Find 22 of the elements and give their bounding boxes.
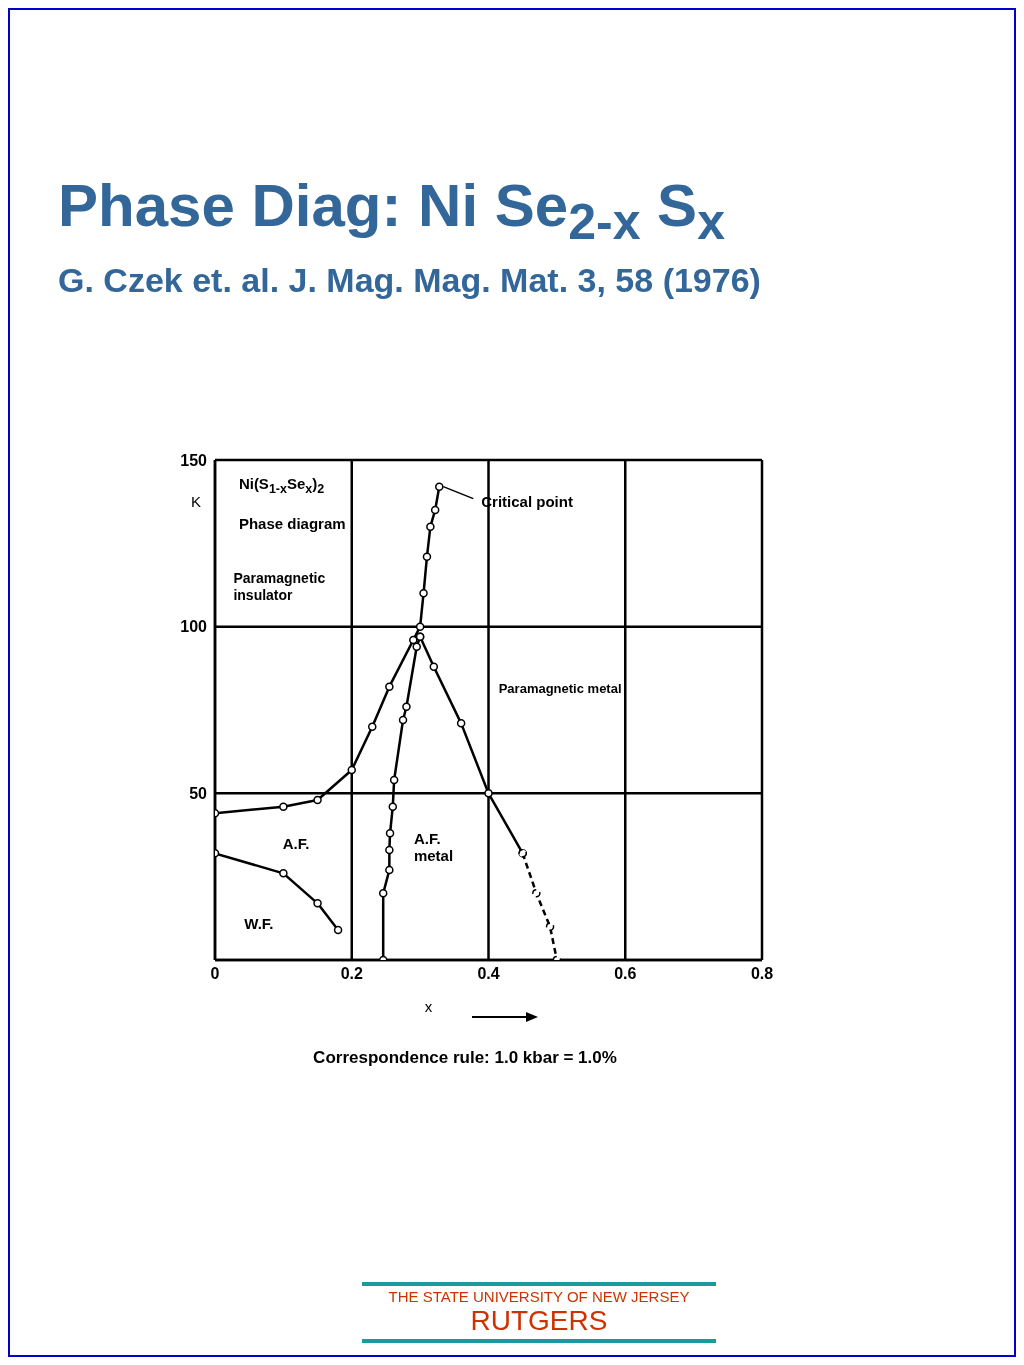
y-tick-label: 100 [180,618,208,636]
annotation: A.F. [281,835,311,852]
y-axis-title: K [190,492,201,510]
annotation: Phase diagram [237,515,347,532]
text: Correspondence rule: 1.0 kbar = 1.0% [312,1048,618,1068]
annotation: W.F. [243,915,275,932]
annotation: Ni(S$_{1-x}$Se$_{x}$)$_{2}$ [237,475,326,498]
x-tick-label: 0.8 [750,965,774,983]
text: RUTGERS [469,1305,609,1337]
y-tick-label: 50 [189,785,208,803]
annotation: A.F. metal [412,830,455,864]
annotation: Paramagnetic metal [497,680,623,697]
x-tick-label: 0.6 [614,965,637,983]
chart-title: Phase Diag: Ni Se$_{2-x}$ S$_{x}$ [58,171,726,252]
x-axis-title: x [424,998,433,1015]
x-tick-label: 0.4 [477,965,500,983]
annotation: Paramagnetic insulator [232,570,327,604]
x-tick-label: 0 [210,965,220,983]
chart-subtitle: G. Czek et. al. J. Mag. Mag. Mat. 3, 58 (1976) [58,260,761,301]
text: THE STATE UNIVERSITY OF NEW JERSEY [387,1288,691,1305]
x-tick-label: 0.2 [340,965,363,983]
y-tick-label: 150 [180,451,208,469]
